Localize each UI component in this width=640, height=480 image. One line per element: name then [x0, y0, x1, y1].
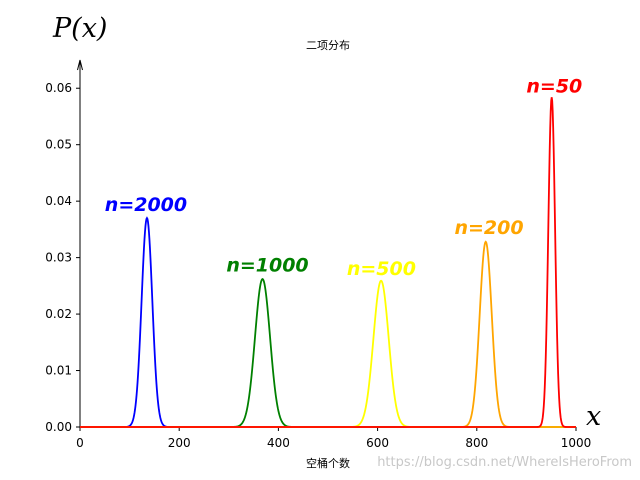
y-tick-label: 0.05 — [45, 138, 72, 152]
x-tick-label: 400 — [267, 436, 290, 450]
y-tick-label: 0.00 — [45, 420, 72, 434]
y-ticks: 0.00 0.01 0.02 0.03 0.04 0.05 0.06 — [45, 81, 80, 434]
x-ticks: 0 200 400 600 800 1000 — [76, 427, 591, 450]
axes — [77, 59, 576, 428]
x-tick-label: 600 — [366, 436, 389, 450]
y-tick-label: 0.02 — [45, 307, 72, 321]
series-line-n-2000 — [80, 216, 576, 428]
series-labels: n=2000 n=1000 n=500 n=200 n=50 — [105, 75, 582, 279]
x-tick-label: 1000 — [561, 436, 592, 450]
series-label-n-2000: n=2000 — [105, 194, 187, 216]
series-group — [80, 97, 576, 428]
y-tick-label: 0.06 — [45, 81, 72, 95]
watermark-text: https://blog.csdn.net/WhereIsHeroFrom — [377, 455, 632, 470]
series-label-n-50: n=50 — [526, 75, 582, 97]
y-tick-label: 0.04 — [45, 194, 72, 208]
y-axis-symbol: P(x) — [52, 13, 107, 44]
x-tick-label: 0 — [76, 436, 84, 450]
series-label-n-500: n=500 — [347, 258, 416, 280]
x-axis-symbol: x — [586, 401, 601, 432]
x-tick-label: 800 — [465, 436, 488, 450]
chart-title: 二项分布 — [306, 39, 350, 52]
y-axis-arrow — [77, 59, 83, 71]
x-tick-label: 200 — [168, 436, 191, 450]
x-axis-label: 空桶个数 — [306, 456, 350, 470]
series-label-n-200: n=200 — [454, 217, 523, 239]
y-tick-label: 0.01 — [45, 364, 72, 378]
series-line-n-50 — [80, 97, 576, 428]
series-label-n-1000: n=1000 — [226, 254, 308, 276]
y-tick-label: 0.03 — [45, 251, 72, 265]
